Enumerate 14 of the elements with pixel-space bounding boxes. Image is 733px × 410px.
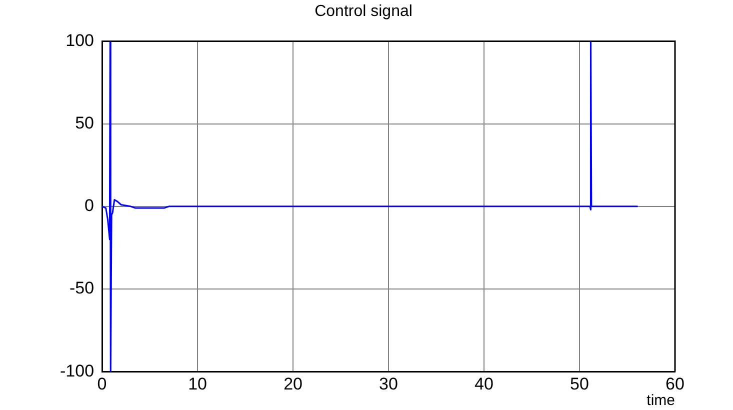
x-tick-label: 40 [474,374,494,394]
x-tick-label: 10 [188,374,207,394]
x-tick-label: 60 [666,374,684,394]
x-tick-label: 30 [379,374,398,394]
x-tick-label: 20 [284,374,302,394]
y-tick-label: 50 [75,113,94,132]
x-axis-title: time [646,392,675,410]
y-tick-label: 100 [66,30,94,50]
x-tick-label: 50 [570,374,589,394]
chart-title: Control signal [314,3,412,20]
y-tick-label: -100 [60,361,94,380]
x-tick-label: 0 [97,374,107,394]
y-tick-label: 0 [84,196,94,216]
y-tick-label: -50 [69,278,94,298]
